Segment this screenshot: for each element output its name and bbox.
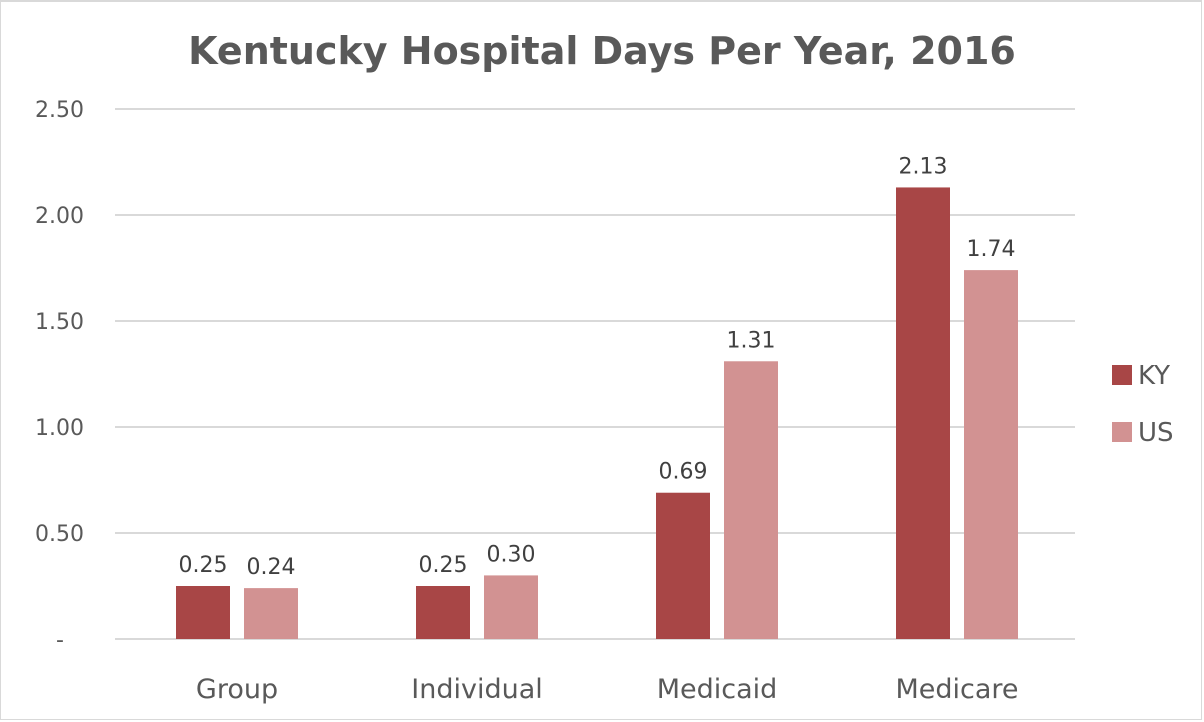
legend-label: US — [1138, 418, 1174, 448]
x-tick-label: Medicare — [895, 674, 1018, 705]
legend-item-ky: KY — [1112, 361, 1170, 391]
legend: KY US — [1112, 361, 1174, 448]
bar-us-medicare — [964, 270, 1018, 639]
y-tick-label: 1.50 — [35, 310, 84, 335]
x-tick-label: Individual — [411, 674, 543, 705]
bars — [176, 187, 1018, 639]
data-label: 1.31 — [727, 328, 776, 353]
bar-us-individual — [484, 575, 538, 639]
bar-ky-medicaid — [656, 492, 710, 639]
data-label: 1.74 — [967, 237, 1016, 262]
x-axis-ticks: Group Individual Medicaid Medicare — [196, 674, 1019, 705]
x-tick-label: Medicaid — [657, 674, 778, 705]
legend-label: KY — [1138, 361, 1170, 391]
data-labels: 0.25 0.24 0.25 0.30 0.69 1.31 2.13 1.74 — [179, 154, 1016, 580]
legend-swatch — [1112, 422, 1132, 442]
chart-title: Kentucky Hospital Days Per Year, 2016 — [188, 29, 1016, 73]
data-label: 2.13 — [899, 154, 948, 179]
y-tick-label: 2.00 — [35, 204, 84, 229]
bar-ky-medicare — [896, 187, 950, 639]
data-label: 0.69 — [659, 460, 708, 485]
bar-ky-individual — [416, 586, 470, 639]
legend-swatch — [1112, 365, 1132, 385]
data-label: 0.24 — [247, 555, 296, 580]
y-tick-label: - — [56, 628, 64, 653]
y-tick-label: 2.50 — [35, 98, 84, 123]
data-label: 0.25 — [419, 553, 468, 578]
bar-us-medicaid — [724, 361, 778, 639]
y-tick-label: 0.50 — [35, 522, 84, 547]
y-tick-label: 1.00 — [35, 416, 84, 441]
data-label: 0.30 — [487, 542, 536, 567]
bar-ky-group — [176, 586, 230, 639]
data-label: 0.25 — [179, 553, 228, 578]
legend-item-us: US — [1112, 418, 1174, 448]
bar-us-group — [244, 588, 298, 639]
y-axis-ticks: - 0.50 1.00 1.50 2.00 2.50 — [35, 98, 84, 653]
x-tick-label: Group — [196, 674, 278, 705]
